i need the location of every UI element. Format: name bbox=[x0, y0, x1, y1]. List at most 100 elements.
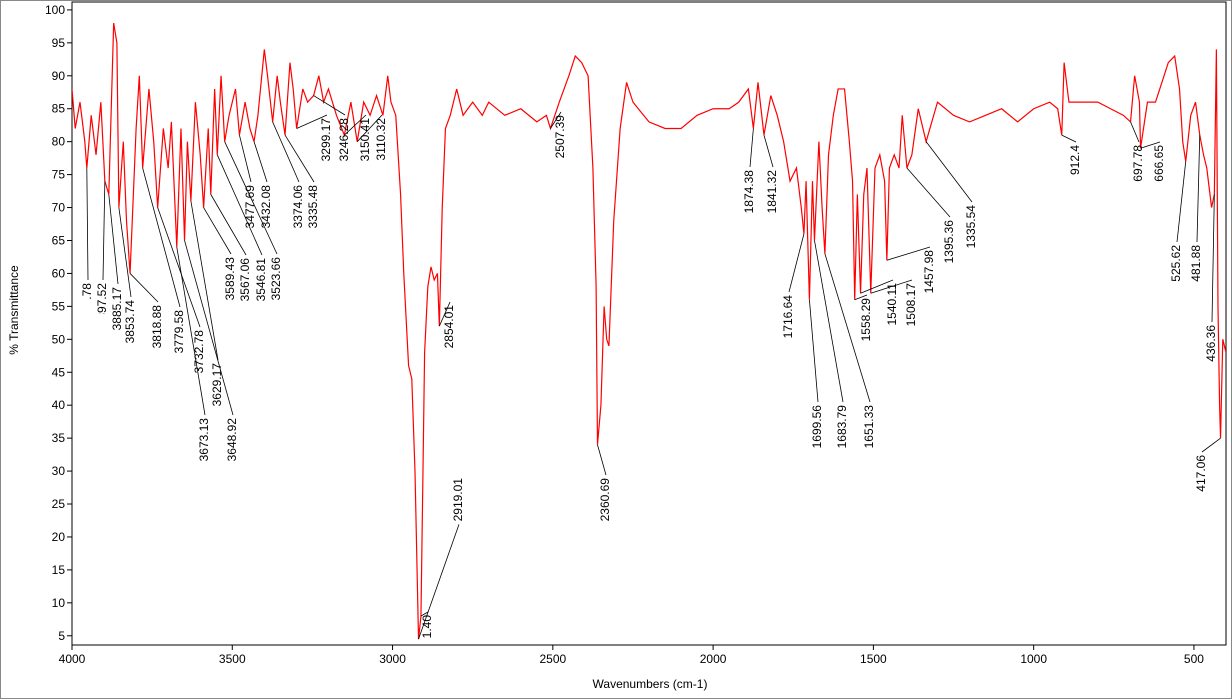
spectrum-line bbox=[72, 22, 1226, 640]
peak-label: 3299.17 bbox=[319, 118, 333, 162]
y-tick-label: 70 bbox=[52, 201, 66, 215]
peak-label: 1457.98 bbox=[922, 250, 936, 294]
peak-label: 3853.74 bbox=[123, 300, 137, 344]
y-axis-label: % Transmittance bbox=[7, 265, 21, 355]
peak-label: 3673.13 bbox=[197, 418, 211, 462]
peak-label: 3897.52 bbox=[95, 283, 109, 327]
peak-label: 1.40 bbox=[420, 615, 434, 639]
peak-label: 1683.79 bbox=[835, 405, 849, 449]
peak-leader bbox=[1061, 134, 1077, 143]
peak-leader bbox=[814, 240, 844, 403]
peak-label: 1540.11 bbox=[885, 283, 899, 326]
peak-leader bbox=[1140, 141, 1161, 149]
plot-area bbox=[71, 1, 1227, 646]
x-tick-label: 3000 bbox=[379, 652, 406, 666]
peak-label: 3432.08 bbox=[259, 185, 273, 229]
peak-leader bbox=[210, 194, 247, 256]
peak-leader bbox=[313, 95, 346, 116]
peak-label: 1699.56 bbox=[810, 405, 824, 449]
x-tick-label: 2500 bbox=[539, 652, 566, 666]
peak-leader bbox=[906, 167, 951, 218]
y-tick-label: 50 bbox=[52, 332, 66, 346]
peak-label: 666.65 bbox=[1152, 145, 1166, 182]
y-tick-label: 75 bbox=[52, 168, 66, 182]
peak-label: 2854.01 bbox=[442, 305, 456, 349]
y-tick-label: 40 bbox=[52, 398, 66, 412]
peak-leader bbox=[763, 134, 774, 168]
peak-leader bbox=[239, 134, 252, 183]
peak-leader bbox=[356, 114, 383, 142]
peak-leader bbox=[420, 611, 429, 617]
y-tick-label: 25 bbox=[52, 497, 66, 511]
peak-label: 1508.17 bbox=[904, 283, 918, 327]
y-tick-label: 95 bbox=[52, 36, 66, 50]
y-tick-label: 60 bbox=[52, 266, 66, 280]
peak-leader bbox=[860, 279, 894, 294]
peak-label: 3567.06 bbox=[238, 258, 252, 302]
peak-label: 1716.64 bbox=[781, 295, 795, 339]
y-tick-label: 55 bbox=[52, 299, 66, 313]
peak-label: 417.06 bbox=[1194, 455, 1208, 492]
peak-leader bbox=[1176, 161, 1187, 243]
peak-label: 1395.36 bbox=[942, 220, 956, 264]
x-tick-label: 1000 bbox=[1020, 652, 1047, 666]
peak-leader bbox=[142, 167, 181, 308]
peak-label: 3477.69 bbox=[243, 185, 257, 229]
peak-leader bbox=[272, 121, 300, 183]
peak-label: 3885.17 bbox=[110, 287, 124, 331]
peak-leader bbox=[216, 154, 263, 256]
peak-label: 3629.17 bbox=[210, 363, 224, 407]
peak-leader bbox=[284, 134, 315, 183]
peak-label: 1841.32 bbox=[765, 170, 779, 214]
peak-label: 3110.32 bbox=[374, 118, 388, 161]
peak-label: 3150.41 bbox=[358, 118, 372, 162]
x-tick-label: 4000 bbox=[59, 652, 86, 666]
peak-leader bbox=[824, 253, 871, 403]
y-tick-label: 45 bbox=[52, 365, 66, 379]
peak-label: 3589.43 bbox=[223, 257, 237, 301]
y-tick-label: 85 bbox=[52, 102, 66, 116]
peak-label: 436.36 bbox=[1204, 325, 1218, 362]
x-tick-label: 2000 bbox=[700, 652, 727, 666]
peak-leader bbox=[102, 181, 106, 281]
peak-label: 481.88 bbox=[1189, 245, 1203, 282]
peak-leader bbox=[224, 141, 278, 255]
peak-label: 1558.29 bbox=[859, 298, 873, 342]
peak-leader bbox=[1196, 135, 1201, 243]
y-tick-label: 10 bbox=[52, 596, 66, 610]
y-tick-label: 35 bbox=[52, 431, 66, 445]
peak-label: 3818.88 bbox=[150, 305, 164, 349]
y-tick-label: 100 bbox=[45, 3, 65, 17]
peak-leader bbox=[418, 524, 460, 640]
peak-label: 3335.48 bbox=[306, 185, 320, 229]
y-tick-label: 90 bbox=[52, 69, 66, 83]
y-tick-label: 15 bbox=[52, 563, 66, 577]
peak-label: 912.4 bbox=[1068, 145, 1082, 175]
x-tick-label: 500 bbox=[1184, 652, 1204, 666]
peak-leader bbox=[184, 240, 234, 416]
peak-label: 525.62 bbox=[1169, 245, 1183, 282]
peak-leader bbox=[108, 194, 119, 285]
peak-leader bbox=[550, 111, 562, 129]
x-tick-label: 3500 bbox=[219, 652, 246, 666]
peak-leader bbox=[1130, 121, 1140, 143]
peak-leader bbox=[176, 247, 206, 416]
y-tick-label: 65 bbox=[52, 233, 66, 247]
y-tick-label: 5 bbox=[58, 629, 65, 643]
peak-leader bbox=[438, 301, 451, 327]
peak-leader bbox=[203, 207, 232, 255]
peak-leader bbox=[870, 279, 913, 294]
peak-leader bbox=[597, 444, 607, 476]
peak-leader bbox=[344, 114, 367, 136]
peak-leader bbox=[749, 128, 754, 168]
peak-leader bbox=[129, 273, 159, 303]
y-tick-label: 20 bbox=[52, 530, 66, 544]
peak-label: 3246.28 bbox=[337, 118, 351, 162]
peak-label: 3523.66 bbox=[269, 257, 283, 301]
peak-leader bbox=[1211, 194, 1215, 323]
peak-label: 3374.06 bbox=[291, 185, 305, 229]
y-tick-label: 30 bbox=[52, 464, 66, 478]
peak-leader bbox=[886, 246, 931, 261]
